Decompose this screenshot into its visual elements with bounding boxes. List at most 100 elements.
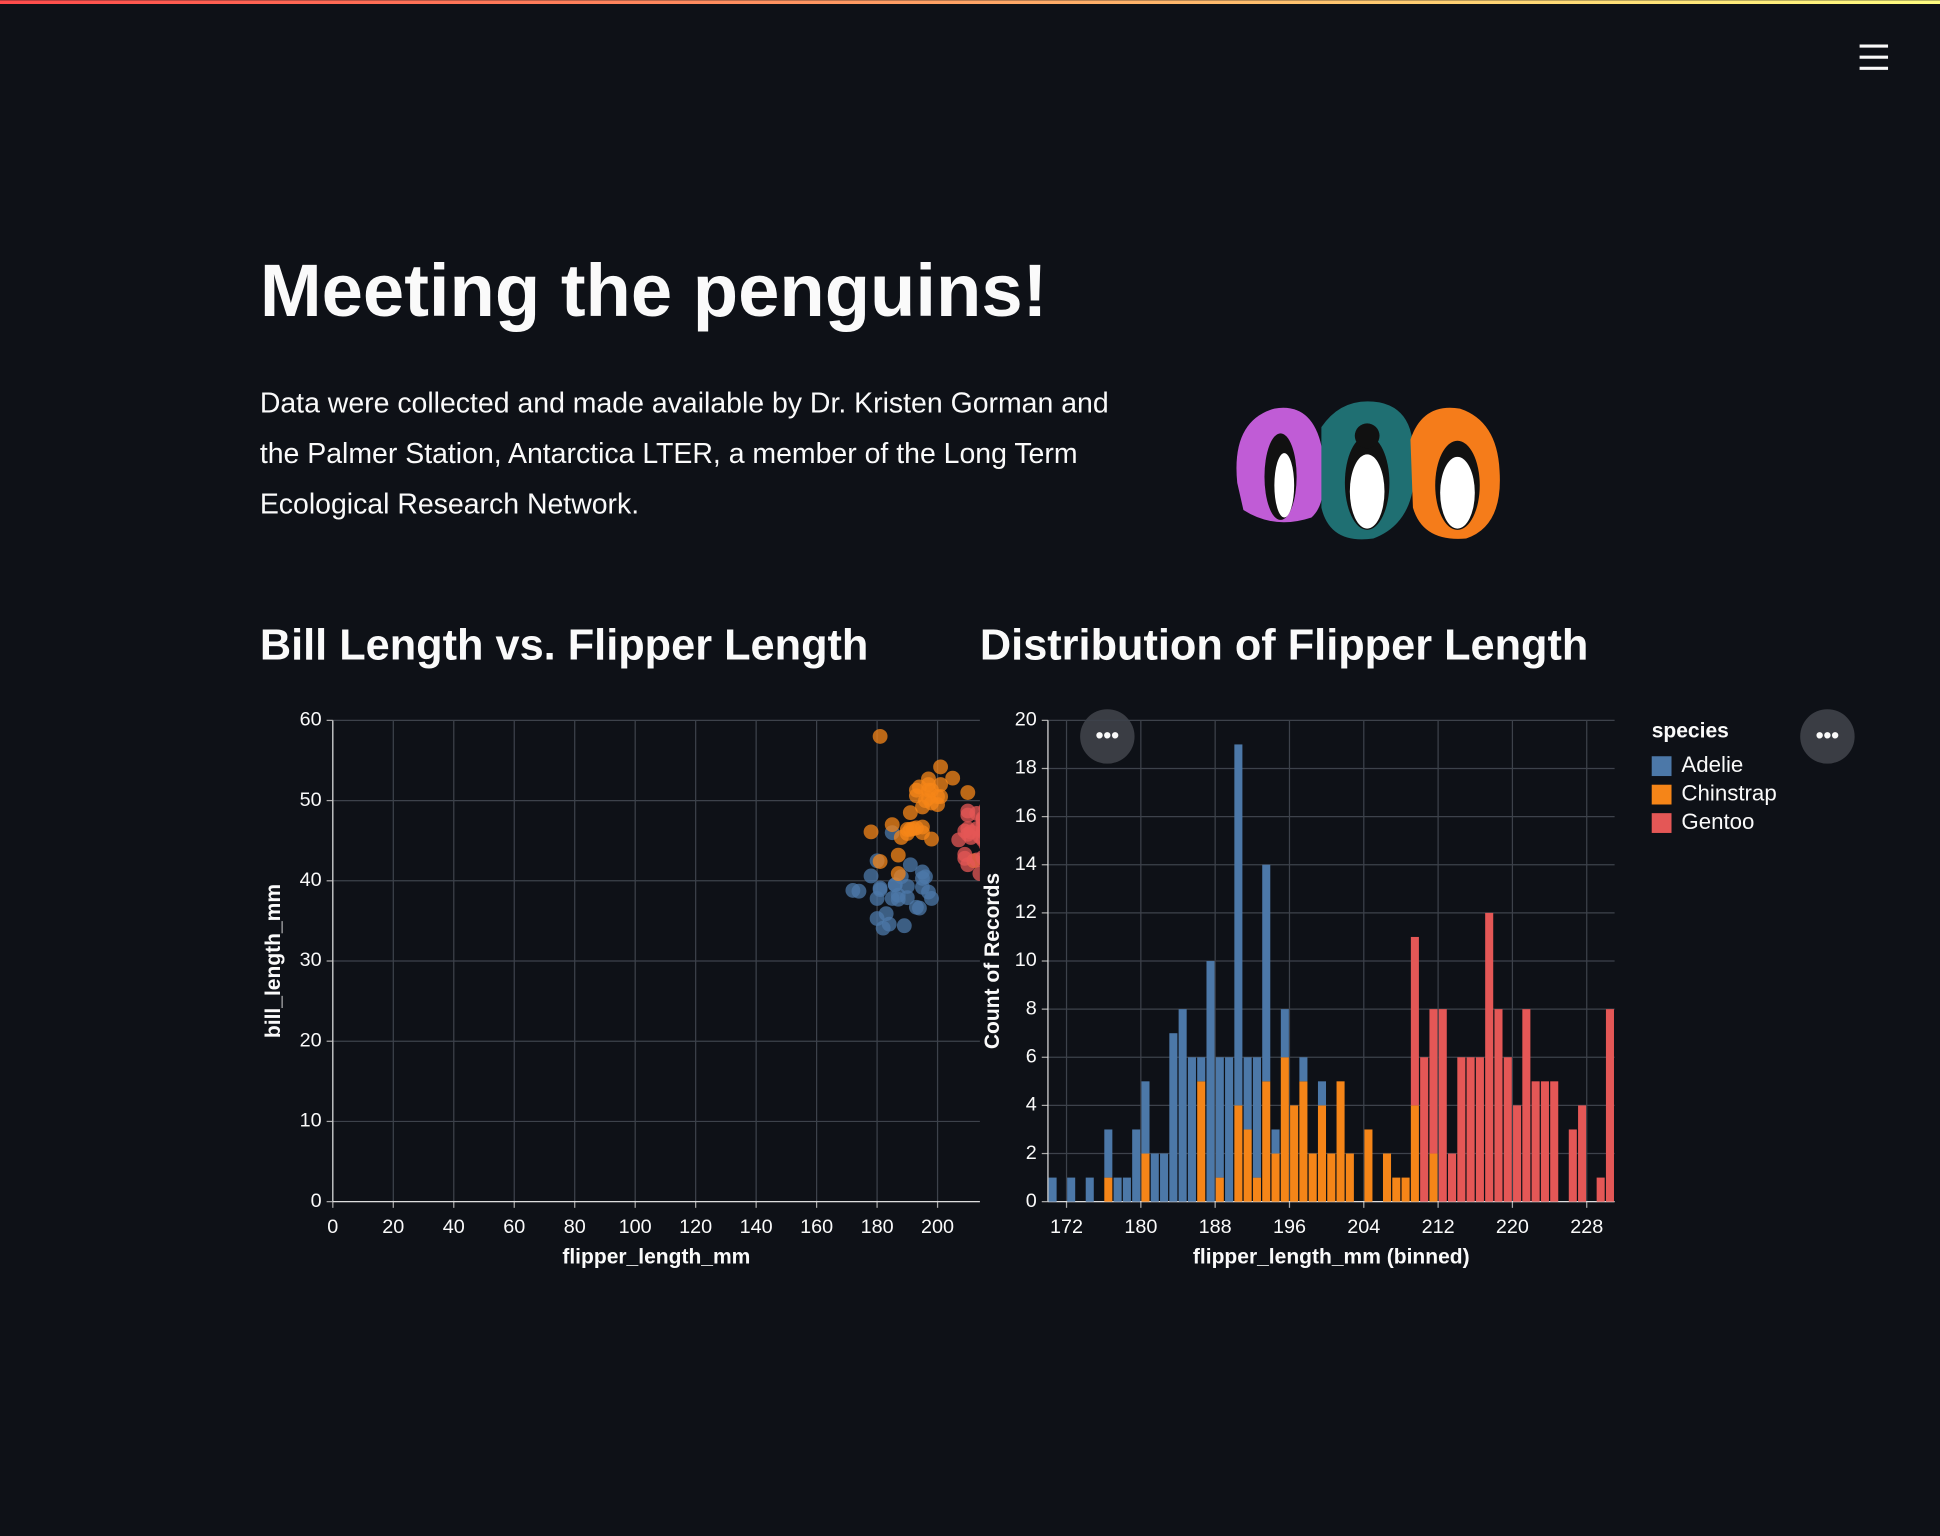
chart-menu[interactable]: ••• [1800, 709, 1855, 764]
point [918, 869, 933, 885]
x-axis-title: flipper_length_mm [562, 1246, 750, 1269]
point [972, 866, 980, 881]
bar [1401, 1177, 1410, 1202]
penguin-illustration [1236, 401, 1500, 540]
bar [1206, 961, 1215, 1202]
y-tick-label: 20 [1015, 709, 1037, 731]
point [960, 807, 976, 823]
bar [1169, 1033, 1178, 1202]
bar [1466, 1057, 1475, 1202]
point [945, 770, 961, 786]
bar [1290, 1105, 1299, 1202]
bar [1215, 1177, 1224, 1202]
x-tick-label: 120 [679, 1216, 712, 1238]
y-axis-title: bill_length_mm [262, 884, 285, 1038]
point [908, 788, 924, 804]
chart-title: Bill Length vs. Flipper Length [260, 622, 869, 670]
bar [1243, 1129, 1252, 1202]
bar [1605, 1009, 1614, 1202]
bar [1048, 1177, 1057, 1202]
point [863, 824, 879, 840]
bar [1317, 1105, 1327, 1202]
bar [1438, 1009, 1447, 1202]
bar [1280, 1009, 1289, 1058]
chart-title: Distribution of Flipper Length [980, 622, 1588, 670]
y-tick-label: 30 [300, 949, 322, 971]
top-decoration [0, 0, 1940, 5]
bar [1271, 1153, 1280, 1202]
point [896, 918, 912, 934]
bar [1243, 1057, 1252, 1130]
bar [1392, 1177, 1401, 1202]
page-title: Meeting the penguins! [260, 249, 1048, 332]
bar [1410, 1105, 1419, 1202]
x-tick-label: 100 [619, 1216, 652, 1238]
point [869, 911, 885, 926]
y-tick-label: 16 [1015, 805, 1037, 827]
legend-label: Gentoo [1681, 809, 1754, 834]
x-tick-label: 160 [800, 1216, 833, 1238]
x-tick-label: 0 [327, 1216, 338, 1238]
svg-text:•••: ••• [1816, 723, 1840, 748]
y-tick-label: 6 [1026, 1046, 1037, 1068]
bar [1187, 1057, 1196, 1202]
bar [1262, 1081, 1271, 1202]
x-tick-label: 200 [921, 1216, 954, 1238]
point [991, 806, 1006, 821]
y-tick-label: 0 [311, 1190, 322, 1212]
x-tick-label: 140 [740, 1216, 773, 1238]
legend-swatch [1651, 784, 1672, 805]
y-tick-label: 12 [1015, 901, 1037, 923]
bar [1160, 1153, 1169, 1202]
bar [1085, 1177, 1094, 1202]
bar [1596, 1177, 1605, 1202]
point [933, 759, 949, 775]
x-axis-title: flipper_length_mm (binned) [1193, 1246, 1470, 1269]
y-tick-label: 50 [300, 789, 322, 811]
point [915, 819, 930, 835]
point [982, 799, 997, 814]
point [991, 793, 1006, 808]
y-tick-label: 40 [300, 869, 322, 891]
bar [1420, 1057, 1429, 1202]
point [988, 820, 1003, 835]
point [951, 832, 967, 848]
legend-label: Adelie [1681, 752, 1743, 777]
y-tick-label: 18 [1015, 757, 1037, 779]
point [975, 825, 980, 839]
bar [1132, 1129, 1141, 1202]
bar [1113, 1177, 1122, 1202]
point [902, 822, 918, 837]
point [957, 850, 973, 866]
point [884, 817, 900, 833]
svg-text:•••: ••• [1096, 723, 1120, 748]
x-tick-label: 172 [1050, 1216, 1083, 1238]
bar [1252, 1057, 1261, 1178]
paragraph-line: Ecological Research Network. [260, 489, 639, 521]
point [988, 838, 1003, 853]
bar [1141, 1153, 1150, 1202]
point [911, 900, 927, 916]
plot-area [845, 728, 1006, 936]
y-tick-label: 0 [1026, 1190, 1037, 1212]
bar [1410, 936, 1419, 1106]
point [985, 792, 1000, 807]
bar [1578, 1105, 1587, 1202]
bar [1503, 1057, 1512, 1202]
bar [1429, 1009, 1438, 1154]
chart-menu[interactable]: ••• [1080, 709, 1135, 764]
x-tick-label: 180 [861, 1216, 894, 1238]
bar [1317, 1081, 1327, 1106]
point [872, 728, 888, 744]
bar [1568, 1129, 1577, 1202]
bar [1299, 1057, 1308, 1082]
bar [1522, 1009, 1531, 1202]
point [887, 877, 903, 893]
bar [1327, 1153, 1336, 1202]
y-tick-label: 4 [1026, 1094, 1037, 1116]
legend-swatch [1651, 813, 1672, 833]
paragraph-line: the Palmer Station, Antarctica LTER, a m… [260, 438, 1078, 470]
main-menu[interactable] [1859, 44, 1889, 70]
x-tick-label: 40 [443, 1216, 465, 1238]
x-tick-label: 188 [1199, 1216, 1232, 1238]
